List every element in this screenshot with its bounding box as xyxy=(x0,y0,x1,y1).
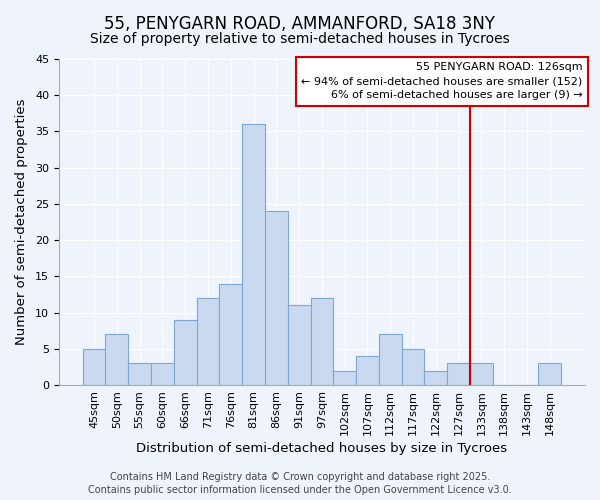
Bar xyxy=(401,349,424,385)
Bar xyxy=(151,364,174,385)
Bar xyxy=(470,364,493,385)
Text: 55, PENYGARN ROAD, AMMANFORD, SA18 3NY: 55, PENYGARN ROAD, AMMANFORD, SA18 3NY xyxy=(104,15,496,33)
Bar xyxy=(356,356,379,385)
Text: Contains HM Land Registry data © Crown copyright and database right 2025.
Contai: Contains HM Land Registry data © Crown c… xyxy=(88,472,512,495)
X-axis label: Distribution of semi-detached houses by size in Tycroes: Distribution of semi-detached houses by … xyxy=(136,442,508,455)
Bar xyxy=(379,334,401,385)
Y-axis label: Number of semi-detached properties: Number of semi-detached properties xyxy=(15,99,28,346)
Bar xyxy=(106,334,128,385)
Bar xyxy=(242,124,265,385)
Bar xyxy=(311,298,333,385)
Bar xyxy=(220,284,242,385)
Bar xyxy=(197,298,220,385)
Bar xyxy=(333,370,356,385)
Bar xyxy=(447,364,470,385)
Text: 55 PENYGARN ROAD: 126sqm
← 94% of semi-detached houses are smaller (152)
6% of s: 55 PENYGARN ROAD: 126sqm ← 94% of semi-d… xyxy=(301,62,583,100)
Bar xyxy=(265,211,288,385)
Bar xyxy=(288,306,311,385)
Bar xyxy=(424,370,447,385)
Bar xyxy=(538,364,561,385)
Bar xyxy=(174,320,197,385)
Bar xyxy=(83,349,106,385)
Text: Size of property relative to semi-detached houses in Tycroes: Size of property relative to semi-detach… xyxy=(90,32,510,46)
Bar xyxy=(128,364,151,385)
